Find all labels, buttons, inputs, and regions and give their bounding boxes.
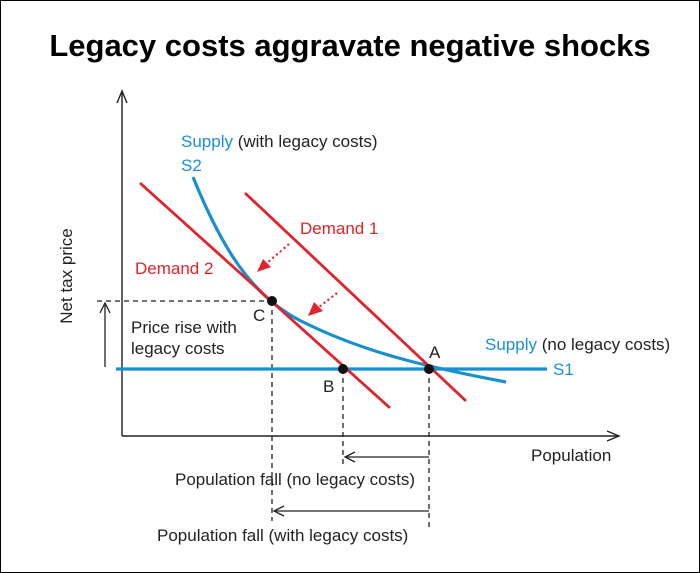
point-c-marker	[267, 296, 277, 306]
pop-fall-with-legacy-arrow	[272, 505, 429, 517]
supply-legacy-word: Supply	[181, 132, 233, 151]
x-axis-arrowhead	[606, 430, 621, 442]
shift-arrow-lower	[308, 292, 338, 316]
y-axis-label: Net tax price	[57, 228, 76, 323]
supply-flat-word: Supply	[485, 335, 537, 354]
chart-title: Legacy costs aggravate negative shocks	[49, 28, 650, 63]
supply-legacy-rest: (with legacy costs)	[233, 132, 378, 151]
pop-fall-with-legacy-label: Population fall (with legacy costs)	[157, 526, 408, 545]
supply-flat-rest: (no legacy costs)	[537, 335, 670, 354]
supply-flat-label: Supply (no legacy costs)	[485, 335, 670, 354]
supply-legacy-label: Supply (with legacy costs)	[181, 132, 378, 151]
supply-s2-id: S2	[181, 156, 202, 175]
pop-fall-no-legacy-label: Population fall (no legacy costs)	[175, 470, 415, 489]
shift-arrow-upper	[257, 243, 290, 272]
price-rise-line1: Price rise with	[131, 318, 237, 337]
price-rise-line2: legacy costs	[131, 339, 225, 358]
demand-2-label: Demand 2	[135, 259, 213, 278]
point-a-label: A	[429, 343, 441, 362]
y-axis-arrowhead	[116, 89, 128, 104]
pop-fall-no-legacy-arrow	[343, 451, 429, 463]
x-axis-label: Population	[531, 446, 611, 465]
demand-2-line	[139, 181, 391, 410]
point-b-marker	[338, 364, 348, 374]
supply-s2-curve	[191, 176, 507, 384]
price-rise-bracket	[99, 301, 111, 367]
demand-1-label: Demand 1	[300, 219, 378, 238]
supply-s1-id: S1	[553, 360, 574, 379]
point-b-label: B	[323, 377, 334, 396]
point-a-marker	[424, 364, 434, 374]
reference-lines	[97, 300, 430, 531]
point-c-label: C	[253, 306, 265, 325]
axes	[116, 89, 621, 442]
